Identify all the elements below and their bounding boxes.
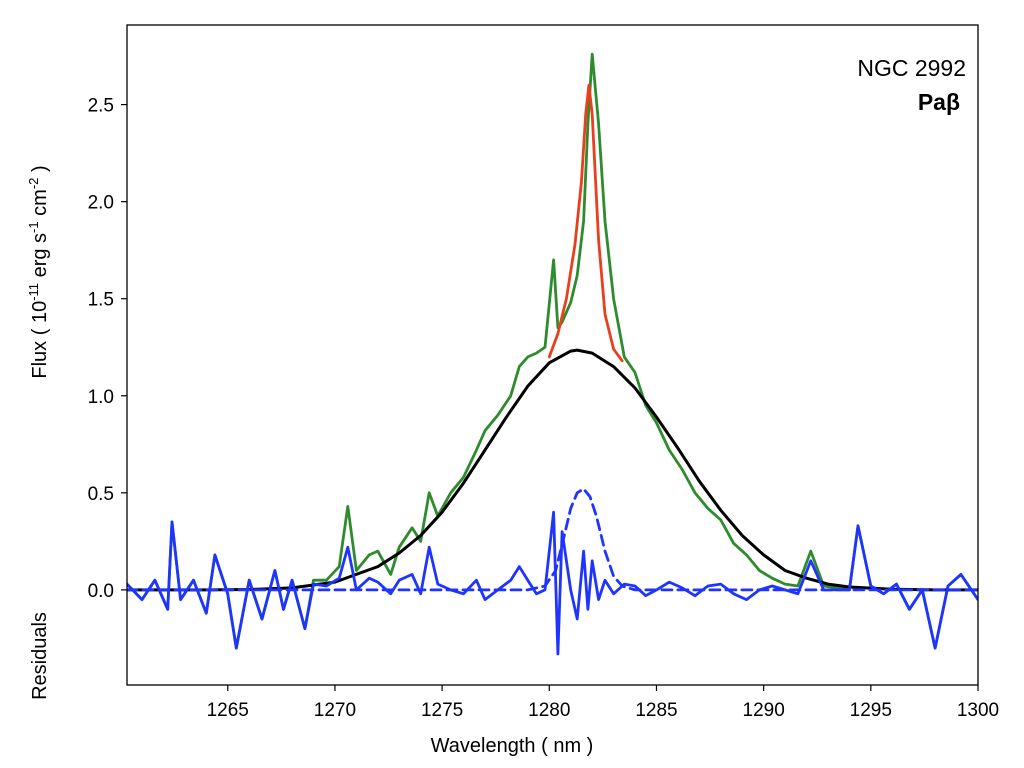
x-tick-label: 1290 xyxy=(743,700,785,721)
x-tick-label: 1300 xyxy=(957,700,999,721)
x-tick-label: 1280 xyxy=(528,700,570,721)
x-tick-label: 1265 xyxy=(207,700,249,721)
x-tick-label: 1270 xyxy=(314,700,356,721)
y-label-part: ) xyxy=(29,165,51,177)
y-label-exponent: -2 xyxy=(26,178,41,190)
broad-series-line xyxy=(127,348,978,592)
y-axis-label: Flux ( 10-11 erg s-1 cm-2 ) xyxy=(26,165,51,378)
total_fit-series-line xyxy=(547,83,624,363)
y-tick-label: 1.5 xyxy=(88,290,114,311)
x-axis: 1265 1270 1275 1280 1285 1290 1295 1300 xyxy=(207,685,999,721)
x-tick-label: 1285 xyxy=(635,700,677,721)
y-tick-label: 0.0 xyxy=(88,581,114,602)
y-label-exponent: -11 xyxy=(26,283,41,301)
y-tick-label: 0.5 xyxy=(88,484,114,505)
y-tick-label: 2.5 xyxy=(88,96,114,117)
y-tick-label: 1.0 xyxy=(88,387,114,408)
y-axis: 0.0 0.5 1.0 1.5 2.0 2.5 xyxy=(88,96,127,602)
x-tick-label: 1275 xyxy=(421,700,463,721)
x-axis-label: Wavelength ( nm ) xyxy=(431,735,594,757)
residuals-label: Residuals xyxy=(29,612,51,700)
plot-frame xyxy=(126,24,979,686)
y-label-part: cm xyxy=(29,189,51,221)
series-layer xyxy=(127,52,978,656)
y-label-exponent: -1 xyxy=(26,221,41,233)
residual-series-line xyxy=(127,510,978,656)
y-label-part: erg s xyxy=(29,233,51,283)
y-tick-label: 2.0 xyxy=(88,193,114,214)
object-name-label: NGC 2992 xyxy=(857,55,966,81)
y-label-part: Flux ( 10 xyxy=(29,301,51,379)
x-tick-label: 1295 xyxy=(850,700,892,721)
line-name-label: Paβ xyxy=(918,89,960,115)
narrow-series-line xyxy=(127,487,978,592)
